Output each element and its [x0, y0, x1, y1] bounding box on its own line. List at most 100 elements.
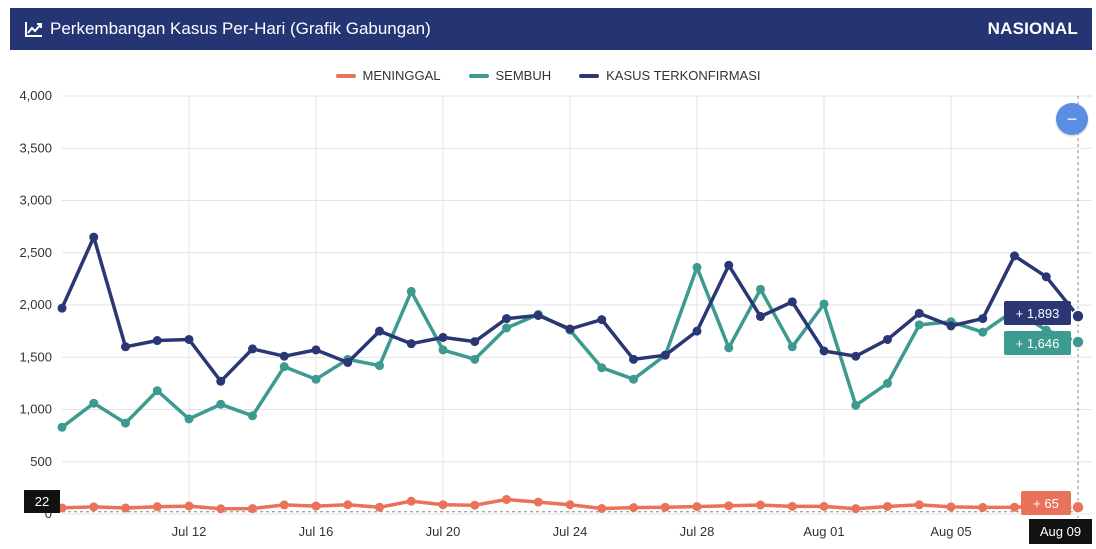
chart-header: Perkembangan Kasus Per-Hari (Grafik Gabu… — [10, 8, 1092, 50]
region-label: NASIONAL — [987, 19, 1078, 38]
data-point-confirmed — [946, 321, 956, 331]
data-point-confirmed — [629, 354, 638, 364]
y-tick-label: 2,500 — [19, 245, 52, 260]
x-tick-label: Jul 20 — [426, 524, 461, 539]
data-point-deaths — [946, 502, 956, 512]
legend-item-recovered[interactable]: SEMBUH — [468, 68, 551, 83]
legend-item-deaths[interactable]: MENINGGAL — [335, 68, 441, 83]
data-point-recovered — [1071, 335, 1085, 349]
data-point-deaths — [978, 502, 988, 512]
data-point-deaths — [1010, 502, 1019, 512]
data-point-confirmed — [1041, 272, 1051, 282]
data-point-confirmed — [978, 314, 988, 324]
data-point-confirmed — [756, 311, 765, 321]
data-point-recovered — [375, 361, 384, 371]
data-point-deaths — [248, 504, 257, 514]
data-point-confirmed — [914, 308, 924, 318]
data-point-recovered — [978, 327, 988, 337]
y-tick-label: 1,000 — [19, 402, 52, 417]
data-point-deaths — [660, 502, 670, 512]
data-point-deaths — [692, 502, 702, 512]
data-point-deaths — [629, 503, 638, 513]
data-point-confirmed — [660, 350, 670, 360]
data-point-deaths — [279, 500, 289, 510]
data-point-confirmed — [502, 314, 511, 324]
data-point-deaths — [724, 501, 734, 511]
data-point-recovered — [57, 422, 67, 432]
y-tick-label: 4,000 — [19, 88, 52, 103]
data-point-confirmed — [279, 351, 289, 361]
legend-swatch-confirmed — [579, 73, 600, 78]
data-point-recovered — [470, 354, 480, 364]
x-tick-label: Aug 05 — [930, 524, 971, 539]
data-point-confirmed — [724, 260, 734, 270]
tooltip-deaths: + 65 — [1021, 491, 1071, 515]
line-chart-icon — [25, 22, 42, 37]
data-point-deaths — [565, 500, 575, 510]
data-point-confirmed — [184, 334, 194, 344]
y-tick-label: 500 — [30, 454, 52, 469]
data-point-deaths — [533, 497, 543, 507]
data-point-recovered — [502, 323, 511, 333]
data-point-deaths — [883, 501, 892, 511]
data-point-deaths — [89, 502, 99, 512]
data-point-confirmed — [533, 310, 543, 320]
data-point-confirmed — [597, 315, 607, 325]
data-point-deaths — [851, 504, 861, 514]
data-point-recovered — [121, 418, 130, 428]
data-point-confirmed — [883, 334, 892, 344]
data-point-confirmed — [438, 332, 448, 342]
data-point-recovered — [597, 363, 607, 373]
data-point-confirmed — [692, 326, 702, 336]
crosshair-y-label: 22 — [24, 490, 60, 513]
data-point-deaths — [343, 500, 353, 510]
data-point-deaths — [787, 501, 797, 511]
chart-title: Perkembangan Kasus Per-Hari (Grafik Gabu… — [24, 19, 431, 39]
data-point-confirmed — [121, 342, 130, 352]
zoom-reset-button[interactable]: − — [1056, 103, 1088, 135]
data-point-deaths — [819, 501, 829, 511]
data-point-recovered — [438, 345, 448, 355]
x-tick-label: Jul 16 — [299, 524, 334, 539]
data-point-confirmed — [248, 344, 257, 354]
y-tick-label: 1,500 — [19, 349, 52, 364]
x-tick-label: Jul 24 — [553, 524, 588, 539]
data-point-confirmed — [1071, 309, 1085, 323]
data-point-recovered — [883, 378, 892, 388]
data-point-recovered — [311, 374, 321, 384]
data-point-confirmed — [343, 357, 353, 367]
x-tick-label: Jul 12 — [172, 524, 207, 539]
data-point-recovered — [406, 286, 416, 296]
tooltip-recovered-value: + 1,646 — [1015, 335, 1060, 351]
chart-title-text: Perkembangan Kasus Per-Hari (Grafik Gabu… — [50, 19, 431, 38]
data-point-recovered — [756, 284, 765, 294]
data-point-confirmed — [565, 324, 575, 334]
data-point-confirmed — [216, 376, 226, 386]
data-point-recovered — [152, 386, 162, 396]
data-point-recovered — [914, 320, 924, 330]
data-point-confirmed — [470, 337, 480, 347]
x-tick-label: Jul 28 — [680, 524, 715, 539]
data-point-confirmed — [89, 232, 99, 242]
crosshair-x-value: Aug 09 — [1039, 524, 1082, 539]
data-point-deaths — [438, 500, 448, 510]
data-point-recovered — [692, 262, 702, 272]
legend-label-deaths: MENINGGAL — [362, 68, 441, 83]
data-point-deaths — [914, 500, 924, 510]
data-point-confirmed — [787, 297, 797, 307]
legend-item-confirmed[interactable]: KASUS TERKONFIRMASI — [579, 68, 760, 83]
data-point-confirmed — [819, 346, 829, 356]
data-point-recovered — [216, 399, 226, 409]
data-point-confirmed — [1010, 251, 1019, 261]
crosshair-y-value: 22 — [34, 494, 50, 509]
data-point-deaths — [502, 494, 511, 504]
data-point-deaths — [597, 503, 607, 513]
data-point-deaths — [216, 504, 226, 514]
data-point-deaths — [1071, 500, 1085, 514]
chart-legend: MENINGGAL SEMBUH KASUS TERKONFIRMASI — [0, 68, 1096, 83]
tooltip-recovered: + 1,646 — [1004, 331, 1071, 355]
y-tick-label: 2,000 — [19, 297, 52, 312]
data-point-deaths — [311, 501, 321, 511]
data-point-confirmed — [375, 326, 384, 336]
